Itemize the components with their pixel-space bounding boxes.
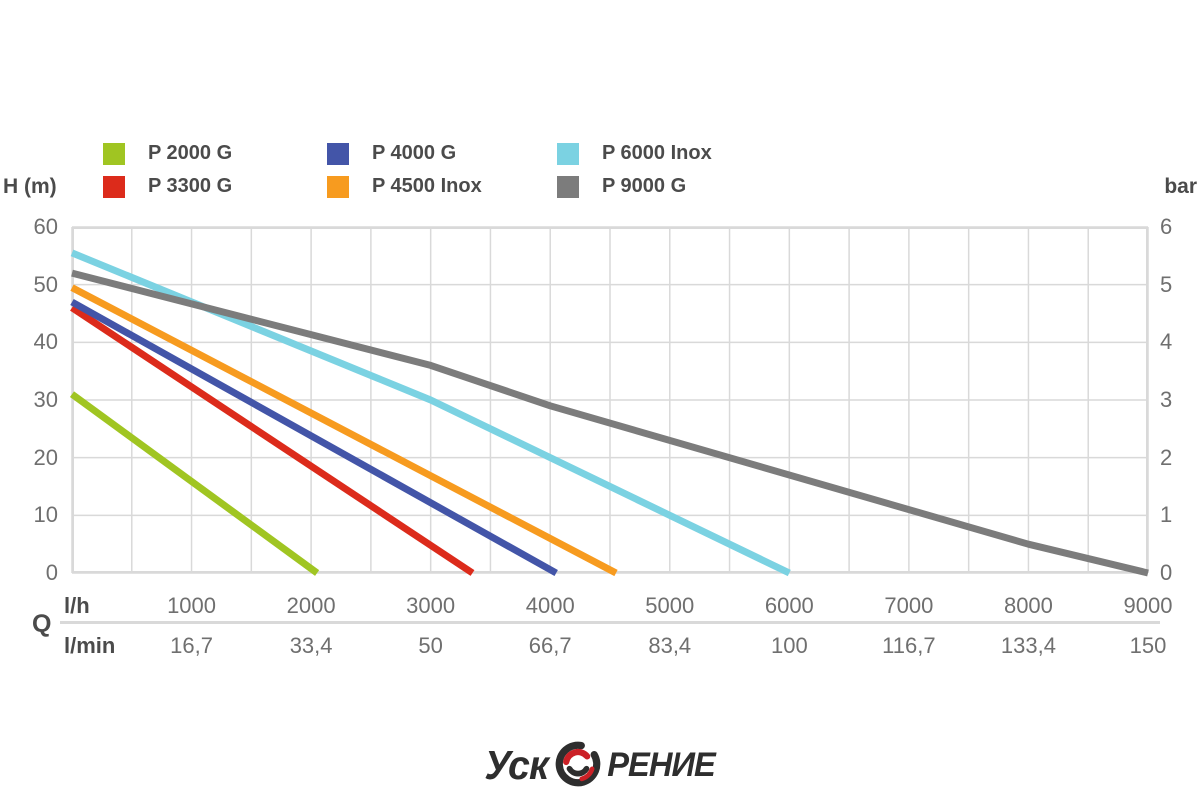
y-tick-label-left: 60	[33, 214, 58, 239]
legend-item: P 3300 G	[103, 175, 232, 198]
x-tick-label: 83,4	[648, 633, 692, 658]
x-axis-lh-unit-label: l/h	[64, 593, 90, 618]
legend-swatch-icon	[557, 175, 579, 198]
logo-swirl-o-icon	[555, 741, 600, 787]
uskorenie-logo: Уск РЕНИЕ	[0, 737, 1200, 793]
x-tick-label: 8000	[1003, 593, 1053, 618]
legend-swatch-icon	[327, 142, 349, 165]
legend-item: P 4000 G	[327, 142, 456, 165]
legend-label: P 4500 Inox	[372, 175, 482, 197]
series-line-p-2000-g	[69, 391, 320, 576]
legend-label: P 9000 G	[602, 175, 687, 197]
legend-swatch-icon	[103, 142, 125, 165]
legend-swatch-icon	[103, 175, 125, 198]
x-tick-label: 4000	[525, 593, 575, 618]
legend-item: P 6000 Inox	[557, 142, 712, 165]
x-tick-label: 6000	[764, 593, 814, 618]
x-tick-label: 1000	[167, 593, 217, 618]
x-tick-label: 116,7	[882, 633, 936, 658]
y-tick-label-right: 5	[1160, 271, 1173, 297]
logo-text-right: РЕНИЕ	[606, 745, 716, 784]
y-tick-label-left: 0	[45, 560, 58, 585]
series-line-p-4000-g	[70, 298, 558, 577]
y-tick-label-right: 3	[1160, 387, 1173, 412]
x-tick-label: 100	[770, 633, 808, 658]
y-tick-label-left: 10	[33, 502, 58, 528]
y-tick-label-left: 30	[33, 387, 58, 412]
x-tick-label: 150	[1129, 633, 1167, 658]
y-tick-label-right: 0	[1160, 560, 1173, 585]
x-tick-label: 33,4	[289, 633, 333, 658]
x-tick-label: 16,7	[170, 633, 213, 658]
y-tick-label-right: 4	[1160, 329, 1173, 355]
x-tick-label: 66,7	[528, 633, 572, 658]
left-axis-unit-label: H (m)	[3, 175, 57, 198]
y-tick-label-left: 50	[33, 271, 58, 297]
x-tick-label: 3000	[406, 593, 456, 618]
legend-item: P 2000 G	[103, 142, 232, 165]
x-tick-label: 7000	[884, 593, 934, 618]
x-tick-label: 50	[418, 633, 443, 658]
x-axis-divider	[60, 621, 1160, 624]
x-tick-label: 133,4	[1000, 633, 1056, 658]
x-tick-label: 2000	[286, 593, 336, 618]
legend-swatch-icon	[327, 175, 349, 198]
legend-item: P 4500 Inox	[327, 175, 482, 198]
series-line-p-4500-inox	[70, 284, 618, 577]
y-tick-label-left: 40	[33, 329, 58, 355]
x-tick-label: 5000	[645, 593, 695, 618]
y-tick-label-left: 20	[33, 444, 58, 470]
legend-label: P 6000 Inox	[602, 142, 712, 164]
plot-area	[69, 226, 1149, 577]
y-tick-label-right: 1	[1160, 502, 1173, 528]
legend-label: P 2000 G	[148, 142, 233, 164]
legend-item: P 9000 G	[557, 175, 686, 198]
x-axis-lmin-unit-label: l/min	[64, 633, 116, 658]
legend-label: P 3300 G	[148, 175, 233, 197]
right-axis-unit-label: bar	[1164, 175, 1197, 198]
x-tick-label: 9000	[1123, 593, 1173, 618]
x-axis-group-label: Q	[32, 610, 52, 638]
legend-swatch-icon	[557, 142, 579, 165]
y-tick-label-right: 6	[1160, 214, 1173, 239]
y-tick-label-right: 2	[1160, 444, 1173, 470]
logo-text-left: Уск	[484, 741, 550, 788]
series-line-p-3300-g	[70, 304, 475, 576]
series-line-p-9000-g	[71, 269, 1149, 577]
legend-label: P 4000 G	[372, 142, 457, 164]
